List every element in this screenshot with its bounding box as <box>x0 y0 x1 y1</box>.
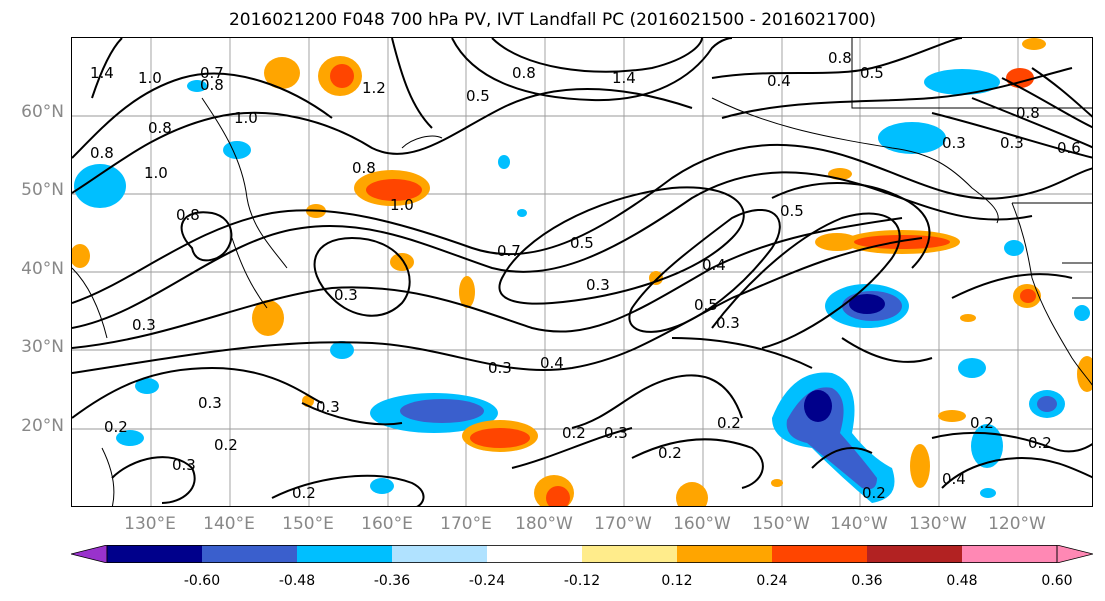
colorbar-tick-label: 0.12 <box>661 573 693 589</box>
contour-label: 1.4 <box>612 69 636 87</box>
colorbar-extend-high <box>1056 545 1093 563</box>
contour-label: 0.3 <box>1000 134 1024 152</box>
contour-label: 0.2 <box>658 444 682 462</box>
colorbar-segment <box>297 545 392 563</box>
contour-label: 0.2 <box>292 484 316 502</box>
contour-label: 0.5 <box>780 202 804 220</box>
lon-label: 140°E <box>203 514 255 534</box>
lon-label: 140°W <box>830 514 888 534</box>
colorbar-segments <box>71 545 1093 563</box>
contour-label: 0.2 <box>214 436 238 454</box>
colorbar-border <box>106 545 1058 563</box>
lat-label: 40°N <box>21 259 64 279</box>
contour-label: 0.2 <box>562 424 586 442</box>
map-panel: 1.4 0.7 0.8 1.0 1.2 0.8 0.5 1.4 0.8 0.5 … <box>71 37 1093 507</box>
colorbar-tick-label: -0.12 <box>563 573 601 589</box>
map-svg: 1.4 0.7 0.8 1.0 1.2 0.8 0.5 1.4 0.8 0.5 … <box>72 38 1092 506</box>
colorbar-segment <box>392 545 487 563</box>
contour-label: 0.3 <box>942 134 966 152</box>
contour-label: 1.4 <box>90 64 114 82</box>
contour-label: 0.3 <box>716 314 740 332</box>
contour-label: 1.0 <box>234 109 258 127</box>
contour-label: 0.4 <box>540 354 564 372</box>
lat-label: 50°N <box>21 180 64 200</box>
colorbar-segment <box>867 545 962 563</box>
lat-label: 20°N <box>21 416 64 436</box>
contour-label: 0.8 <box>828 49 852 67</box>
lon-label: 150°E <box>282 514 334 534</box>
colorbar-tick-label: 0.36 <box>851 573 883 589</box>
contour-label: 0.6 <box>1057 139 1081 157</box>
lon-label: 120°W <box>988 514 1046 534</box>
lon-label: 130°E <box>124 514 176 534</box>
contour-label: 0.3 <box>132 316 156 334</box>
contour-label: 1.0 <box>144 164 168 182</box>
contour-label: 0.2 <box>970 414 994 432</box>
contour-label: 0.8 <box>1016 104 1040 122</box>
contour-label-group: 1.4 0.7 0.8 1.0 1.2 0.8 0.5 1.4 0.8 0.5 … <box>90 49 1081 502</box>
contour-label: 0.3 <box>172 456 196 474</box>
lon-label: 130°W <box>909 514 967 534</box>
colorbar-tick-label: 0.24 <box>756 573 788 589</box>
colorbar-segment <box>962 545 1057 563</box>
contour-label: 0.5 <box>570 234 594 252</box>
contour-label: 0.4 <box>767 72 791 90</box>
lon-label: 170°W <box>594 514 652 534</box>
contour-label: 0.8 <box>148 119 172 137</box>
lon-label: 160°W <box>673 514 731 534</box>
colorbar-segment <box>582 545 677 563</box>
contour-label: 0.4 <box>702 256 726 274</box>
contour-label: 0.5 <box>860 64 884 82</box>
lat-label: 30°N <box>21 337 64 357</box>
lon-label: 170°E <box>440 514 492 534</box>
lon-label: 180°W <box>515 514 573 534</box>
colorbar-tick-label: 0.60 <box>1041 573 1073 589</box>
contour-label: 0.3 <box>604 424 628 442</box>
colorbar-tick-label: -0.60 <box>183 573 221 589</box>
contour-label: 0.5 <box>694 296 718 314</box>
contour-label: 1.0 <box>138 69 162 87</box>
lat-label: 60°N <box>21 102 64 122</box>
contour-label: 0.3 <box>316 398 340 416</box>
contour-label: 0.8 <box>352 159 376 177</box>
colorbar-segment <box>487 545 582 563</box>
colorbar-segment <box>107 545 202 563</box>
contour-label: 0.3 <box>334 286 358 304</box>
pv-contours <box>72 38 1092 506</box>
contour-label: 0.8 <box>176 206 200 224</box>
colorbar-segment <box>202 545 297 563</box>
contour-label: 0.2 <box>717 414 741 432</box>
coastlines <box>72 38 1092 506</box>
filled-patches <box>72 38 1092 506</box>
map-title: 2016021200 F048 700 hPa PV, IVT Landfall… <box>228 10 876 30</box>
contour-label: 0.3 <box>488 359 512 377</box>
contour-label: 0.3 <box>198 394 222 412</box>
colorbar-extend-low <box>71 545 108 563</box>
colorbar-tick-label: -0.24 <box>468 573 506 589</box>
lon-label: 150°W <box>752 514 810 534</box>
colorbar-segment <box>677 545 772 563</box>
colorbar-tick-label: 0.48 <box>946 573 978 589</box>
contour-label: 0.4 <box>942 470 966 488</box>
contour-label: 0.7 <box>200 64 224 82</box>
contour-label: 0.2 <box>104 418 128 436</box>
colorbar <box>71 545 1093 563</box>
colorbar-tick-label: -0.48 <box>278 573 316 589</box>
contour-label: 1.2 <box>362 79 386 97</box>
colorbar-segment <box>772 545 867 563</box>
contour-label: 0.3 <box>586 276 610 294</box>
contour-label: 0.8 <box>90 144 114 162</box>
colorbar-tick-label: -0.36 <box>373 573 411 589</box>
contour-label: 1.0 <box>390 196 414 214</box>
contour-label: 0.5 <box>466 87 490 105</box>
contour-label: 0.7 <box>497 242 521 260</box>
contour-label: 0.8 <box>512 64 536 82</box>
contour-label: 0.2 <box>862 484 886 502</box>
lon-label: 160°E <box>361 514 413 534</box>
contour-label: 0.2 <box>1028 434 1052 452</box>
contour-label: 0.8 <box>200 76 224 94</box>
